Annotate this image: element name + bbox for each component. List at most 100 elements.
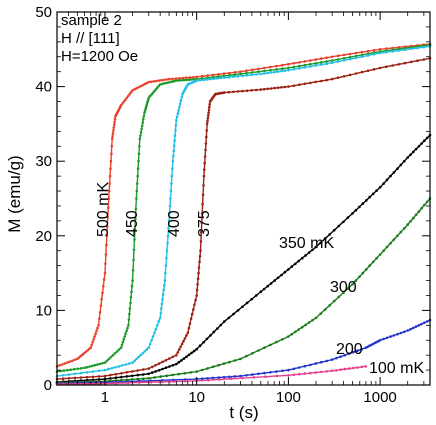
y-tick-label: 10 xyxy=(35,302,52,319)
series-point xyxy=(125,329,128,333)
series-point xyxy=(200,377,204,381)
series-point xyxy=(319,57,323,60)
series-point xyxy=(189,317,193,321)
series-point xyxy=(107,197,111,200)
series-point xyxy=(202,78,205,82)
series-point xyxy=(177,79,181,82)
series-point xyxy=(88,365,91,368)
series-point xyxy=(169,197,172,200)
series-point xyxy=(145,348,148,351)
series-point xyxy=(186,331,190,335)
series-point xyxy=(207,108,211,112)
series-point xyxy=(348,57,352,61)
series-point xyxy=(168,204,172,208)
series-point xyxy=(101,362,104,365)
series-point xyxy=(180,359,183,362)
series-point xyxy=(251,68,254,72)
series-point xyxy=(195,288,199,292)
series-point xyxy=(165,374,168,378)
series-point xyxy=(175,115,179,119)
series-point xyxy=(157,362,161,365)
series-point xyxy=(120,378,123,382)
series-point xyxy=(199,249,202,252)
series-point xyxy=(283,270,287,274)
series-point xyxy=(351,212,354,215)
series-point xyxy=(251,71,254,74)
series-point xyxy=(171,80,174,83)
series-point xyxy=(346,287,350,290)
series-point xyxy=(180,342,184,346)
series-point xyxy=(200,368,204,372)
series-point xyxy=(283,85,287,89)
series-point xyxy=(409,220,412,223)
series-point xyxy=(91,340,94,344)
series-point xyxy=(76,367,79,371)
series-point xyxy=(195,75,198,79)
series-point xyxy=(351,350,355,354)
series-point xyxy=(165,249,169,252)
series-point xyxy=(139,353,142,357)
series-point xyxy=(239,374,242,378)
series-point xyxy=(176,351,180,354)
series-point xyxy=(194,298,197,302)
series-point xyxy=(85,371,89,374)
series-point xyxy=(280,86,283,89)
series-point xyxy=(241,376,244,380)
series-point xyxy=(378,253,382,256)
series-point xyxy=(292,62,296,65)
series-point xyxy=(150,80,153,84)
series-point xyxy=(236,309,240,312)
series-point xyxy=(141,373,145,376)
series-point xyxy=(319,360,323,364)
series-point xyxy=(257,67,260,71)
series-point xyxy=(123,335,126,338)
series-point xyxy=(209,334,212,337)
series-point xyxy=(385,245,389,249)
series-point xyxy=(392,238,396,241)
series-point xyxy=(190,351,193,355)
x-axis-title: t (s) xyxy=(229,403,258,422)
series-point xyxy=(159,375,162,378)
series-point xyxy=(217,376,220,379)
series-point xyxy=(385,50,388,54)
series-point xyxy=(125,371,129,374)
series-line-2 xyxy=(56,45,431,377)
series-point xyxy=(105,243,108,247)
series-point xyxy=(378,338,382,342)
series-point xyxy=(58,364,61,367)
series-point xyxy=(99,304,103,308)
series-line-1 xyxy=(56,44,431,373)
series-point xyxy=(250,297,253,301)
series-point xyxy=(122,338,126,341)
series-point xyxy=(175,362,178,366)
series-point xyxy=(192,308,195,311)
series-point xyxy=(276,86,280,89)
series-point xyxy=(153,89,156,93)
series-point xyxy=(63,362,66,365)
series-point xyxy=(188,322,192,325)
series-point xyxy=(330,358,334,361)
series-point xyxy=(107,206,110,210)
series-point xyxy=(392,171,396,174)
series-point xyxy=(206,117,210,120)
series-point xyxy=(136,373,140,377)
series-point xyxy=(325,359,329,363)
series-point xyxy=(335,356,338,360)
series-point xyxy=(314,316,318,320)
series-point xyxy=(128,312,131,316)
series-point xyxy=(166,81,170,84)
series-point xyxy=(98,311,102,314)
series-point xyxy=(309,62,312,66)
series-point xyxy=(292,367,296,371)
series-point xyxy=(219,76,223,80)
series-point xyxy=(314,62,318,65)
series-point xyxy=(67,377,71,380)
series-point xyxy=(138,381,141,384)
series-point xyxy=(176,112,180,115)
series-point xyxy=(245,354,248,358)
series-point xyxy=(354,51,358,55)
series-label-400: 400 xyxy=(166,210,183,237)
series-point xyxy=(195,370,198,373)
series-point xyxy=(108,174,112,178)
series-point xyxy=(330,77,334,81)
